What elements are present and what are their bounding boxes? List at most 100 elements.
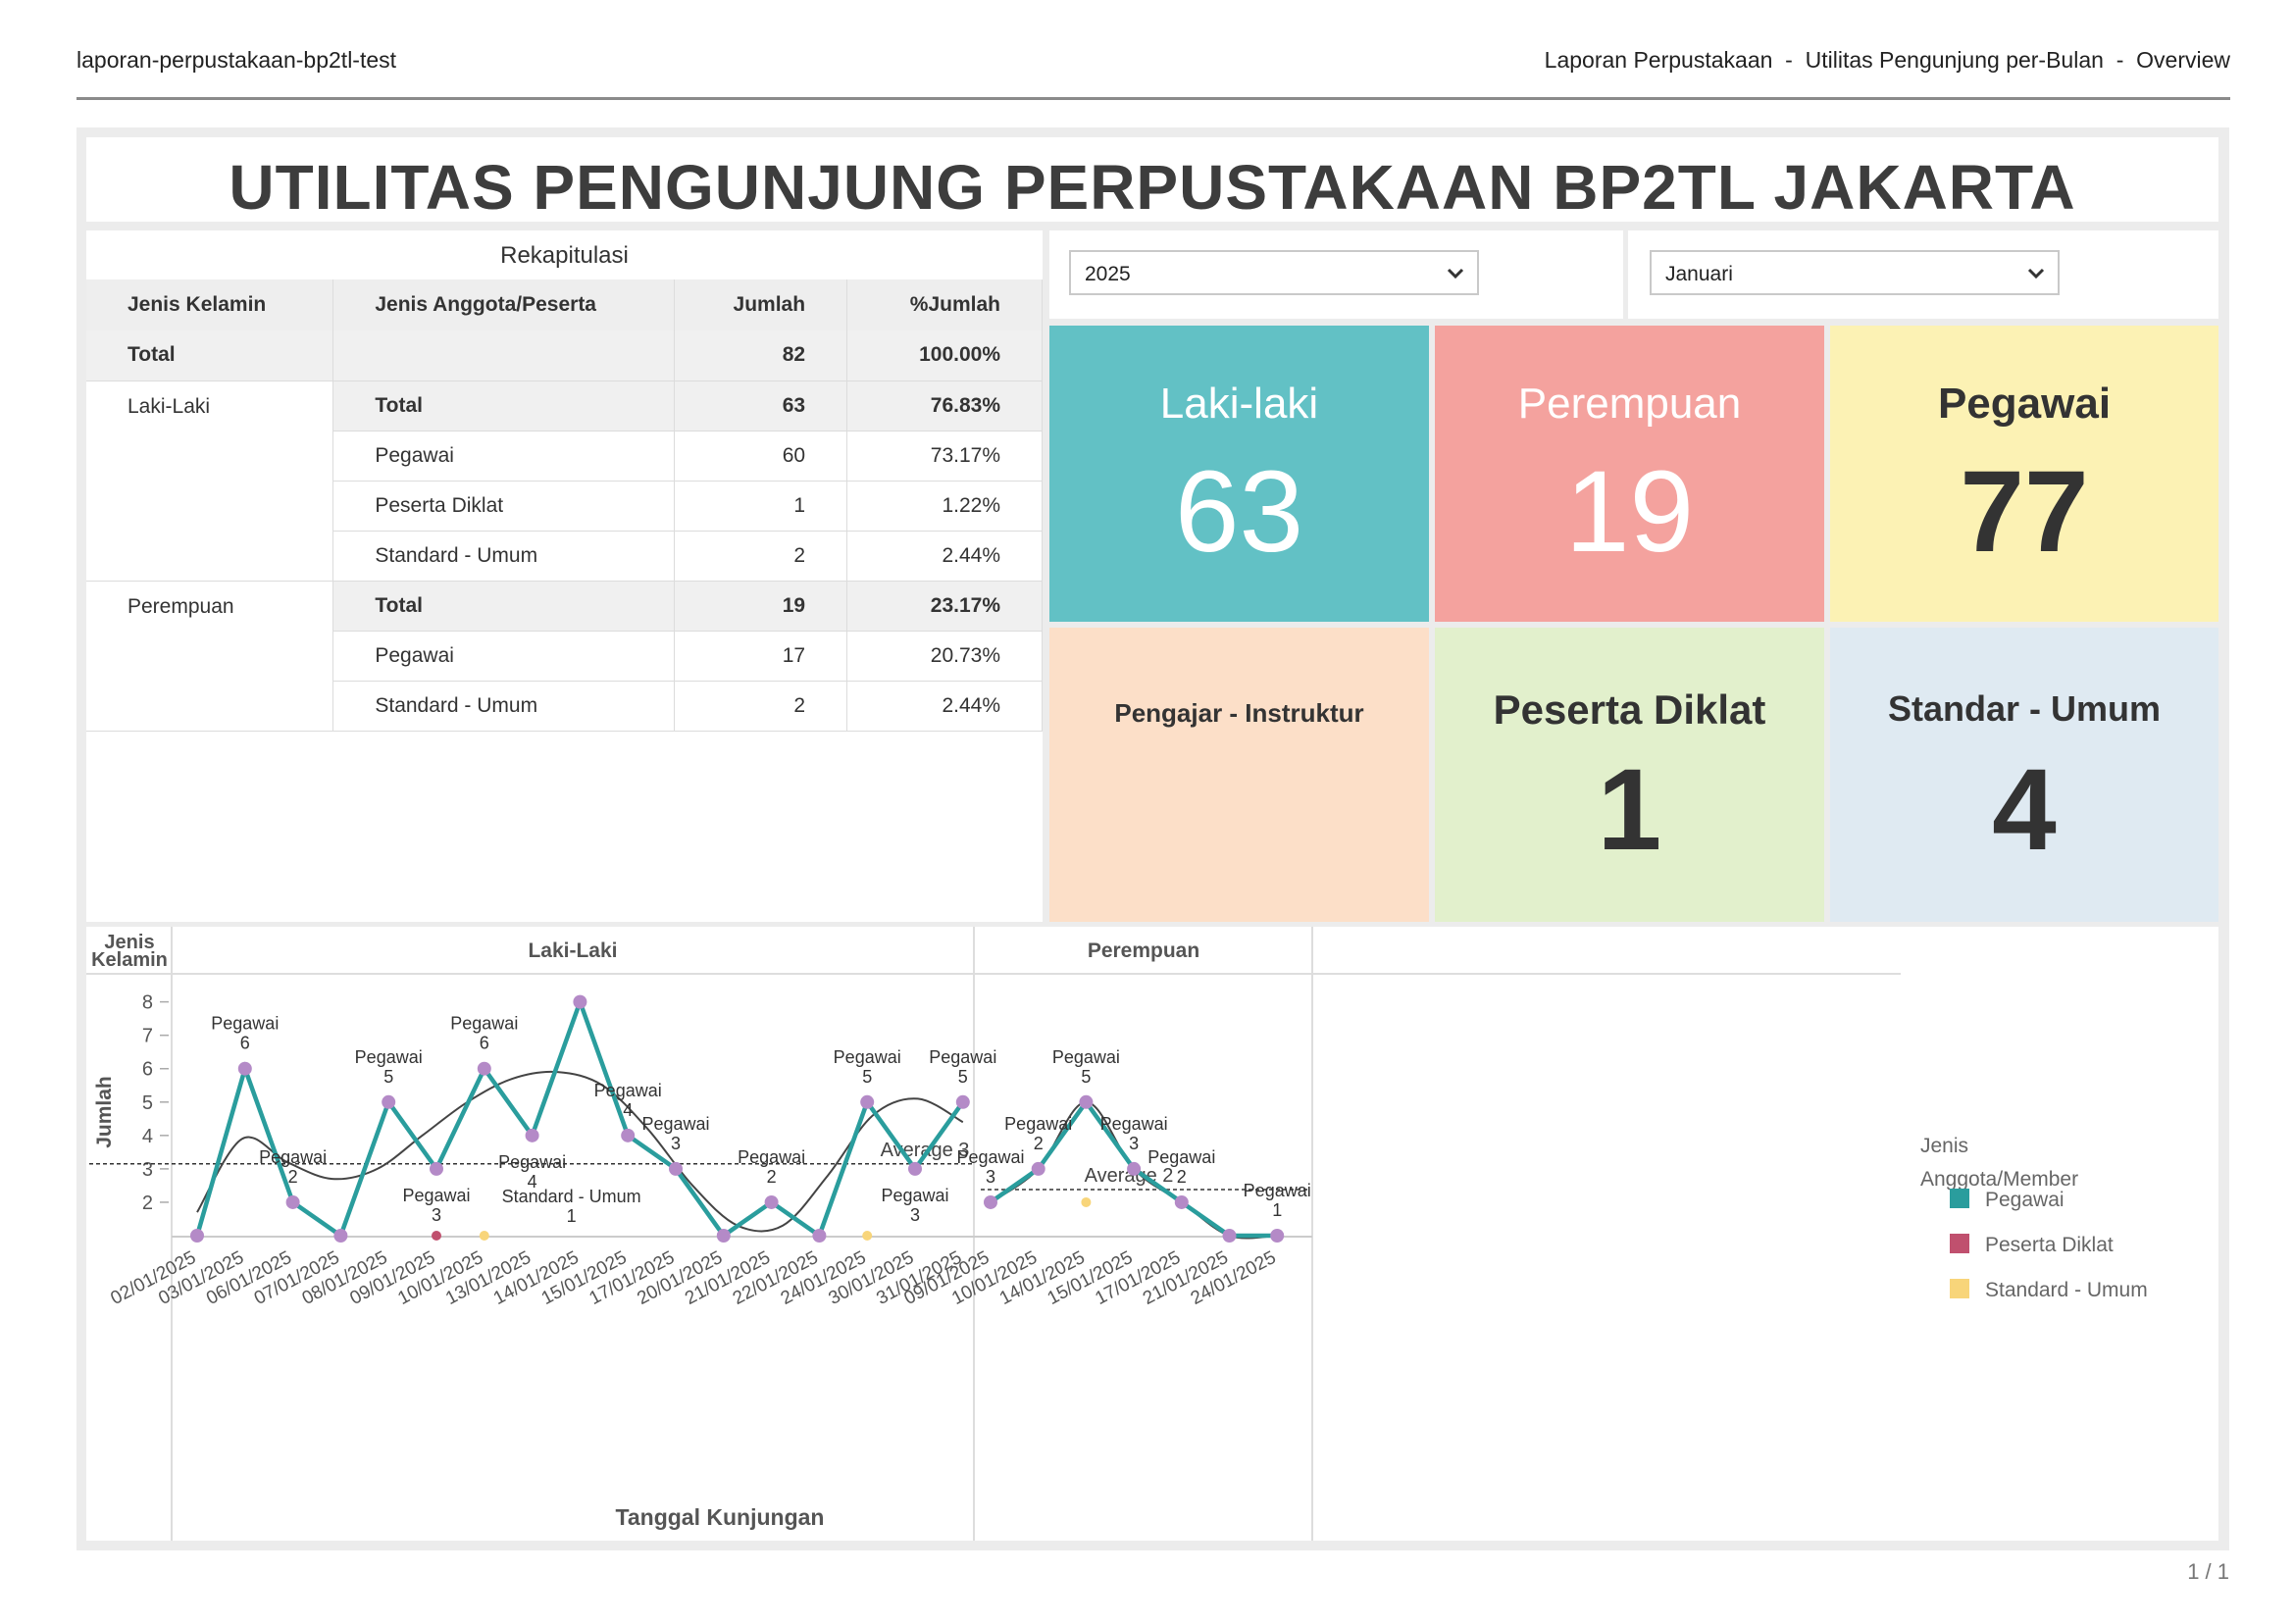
data-point: [984, 1194, 997, 1209]
data-point: [190, 1229, 204, 1243]
cell: Total: [332, 381, 676, 431]
column-header[interactable]: Jenis Kelamin: [86, 279, 334, 330]
data-point-peserta-diklat: [432, 1231, 441, 1241]
data-label-value: 5: [958, 1067, 968, 1087]
legend-panel: Jenis Anggota/Member Pegawai Peserta Diklat…: [1911, 927, 2218, 1541]
data-point: [333, 1229, 348, 1243]
data-point: [1222, 1229, 1237, 1243]
data-point: [812, 1229, 827, 1243]
data-label-series: Pegawai: [355, 1047, 423, 1067]
data-label-series: Pegawai: [594, 1081, 662, 1100]
data-point-standard---umum: [479, 1231, 489, 1241]
year-select[interactable]: 2025: [1069, 250, 1479, 295]
panel-label-perempuan: Perempuan: [1088, 939, 1199, 962]
data-label-value: 3: [671, 1134, 681, 1153]
data-label-series: Pegawai: [641, 1114, 709, 1134]
kpi-laki-laki[interactable]: Laki-laki 63: [1049, 326, 1429, 622]
table-row: Pegawai 17 20.73%: [86, 631, 1043, 682]
data-label-series: Pegawai: [1100, 1114, 1168, 1134]
data-point: [669, 1161, 683, 1176]
column-header[interactable]: Jenis Anggota/Peserta: [332, 279, 676, 330]
data-point-standard---umum: [1081, 1196, 1092, 1207]
data-point: [1031, 1161, 1045, 1176]
data-label-series: Pegawai: [881, 1186, 948, 1205]
kpi-label: Pegawai: [1937, 380, 2112, 428]
data-label-series: Pegawai: [738, 1147, 805, 1167]
data-point: [860, 1094, 875, 1109]
dashboard-title: UTILITAS PENGUNJUNG PERPUSTAKAAN BP2TL J…: [229, 152, 2076, 223]
kpi-value: 4: [1992, 745, 2057, 875]
data-label-series: Pegawai: [1004, 1114, 1072, 1134]
table-row: Perempuan Total 19 23.17%: [86, 581, 1043, 732]
data-point: [1270, 1229, 1285, 1243]
data-label-series: Pegawai: [1147, 1147, 1215, 1167]
cell: Peserta Diklat: [332, 481, 676, 532]
header-divider: [76, 97, 2230, 100]
data-label-value: 1: [1272, 1200, 1282, 1220]
data-point: [382, 1094, 396, 1109]
data-label-series: Pegawai: [1052, 1047, 1120, 1067]
data-label-series: Pegawai: [929, 1047, 996, 1067]
cell: 73.17%: [846, 431, 1043, 482]
data-point: [764, 1194, 779, 1209]
data-point: [430, 1161, 443, 1176]
cell: Total: [86, 330, 334, 381]
month-select-value: Januari: [1665, 263, 1733, 285]
chevron-down-icon: [2027, 268, 2045, 279]
data-label-value: 6: [480, 1034, 489, 1053]
data-point: [621, 1128, 636, 1142]
y-tick-label: 3: [142, 1159, 153, 1181]
cell: Total: [332, 581, 676, 632]
trend-line: [196, 1070, 964, 1233]
report-name: laporan-perpustakaan-bp2tl-test: [76, 47, 397, 73]
cell: 60: [674, 431, 848, 482]
data-label-series: Pegawai: [259, 1147, 327, 1167]
data-point-standard---umum: [862, 1231, 873, 1241]
cell: 82: [674, 330, 848, 381]
data-label-value: 2: [288, 1167, 298, 1187]
kpi-pengajar-instruktur[interactable]: Pengajar - Instruktur: [1049, 628, 1429, 922]
data-label-series: Pegawai: [450, 1014, 518, 1034]
data-point: [1127, 1161, 1142, 1176]
data-label-series: Pegawai: [211, 1014, 279, 1034]
cell: Standard - Umum: [332, 531, 676, 582]
data-label-series: Standard - Umum: [502, 1187, 641, 1206]
data-label-value: 3: [1129, 1134, 1139, 1153]
data-label-value: 3: [432, 1205, 441, 1225]
kpi-label: Peserta Diklat: [1493, 686, 1766, 733]
kpi-label: Laki-laki: [1159, 380, 1319, 428]
group-label-perempuan: Perempuan: [86, 581, 334, 732]
table-row: Standard - Umum 2 2.44%: [86, 531, 1043, 582]
data-point: [285, 1194, 300, 1209]
data-point: [237, 1061, 252, 1076]
cell: 2: [674, 681, 848, 732]
year-filter-panel: 2025: [1049, 230, 1623, 319]
kpi-perempuan[interactable]: Perempuan 19: [1435, 326, 1824, 622]
kpi-value: 19: [1564, 447, 1695, 577]
kpi-value: 77: [1960, 447, 2089, 577]
column-header[interactable]: Jumlah: [674, 279, 848, 330]
cell: 17: [674, 631, 848, 682]
data-point: [1079, 1094, 1094, 1109]
cell: 23.17%: [846, 581, 1043, 632]
data-label-value: 5: [383, 1067, 393, 1087]
group-label-laki: Laki-Laki: [86, 381, 334, 582]
kpi-standar-umum[interactable]: Standar - Umum 4: [1830, 628, 2218, 922]
data-point: [716, 1229, 731, 1243]
table-row: Peserta Diklat 1 1.22%: [86, 481, 1043, 532]
cell: 76.83%: [846, 381, 1043, 431]
cell: 100.00%: [846, 330, 1043, 381]
cell: 1: [674, 481, 848, 532]
kpi-pegawai[interactable]: Pegawai 77: [1830, 326, 2218, 622]
legend-swatch: [1950, 1234, 1969, 1253]
column-header[interactable]: %Jumlah: [846, 279, 1043, 330]
kpi-label: Standar - Umum: [1887, 688, 2162, 729]
month-select[interactable]: Januari: [1650, 250, 2060, 295]
cell: Pegawai: [332, 631, 676, 682]
data-label-series: Pegawai: [1244, 1181, 1311, 1200]
kpi-peserta-diklat[interactable]: Peserta Diklat 1: [1435, 628, 1824, 922]
data-label-value: 5: [862, 1067, 872, 1087]
cell: 63: [674, 381, 848, 431]
data-label-value: 3: [910, 1205, 920, 1225]
data-label-value: 6: [240, 1034, 250, 1053]
